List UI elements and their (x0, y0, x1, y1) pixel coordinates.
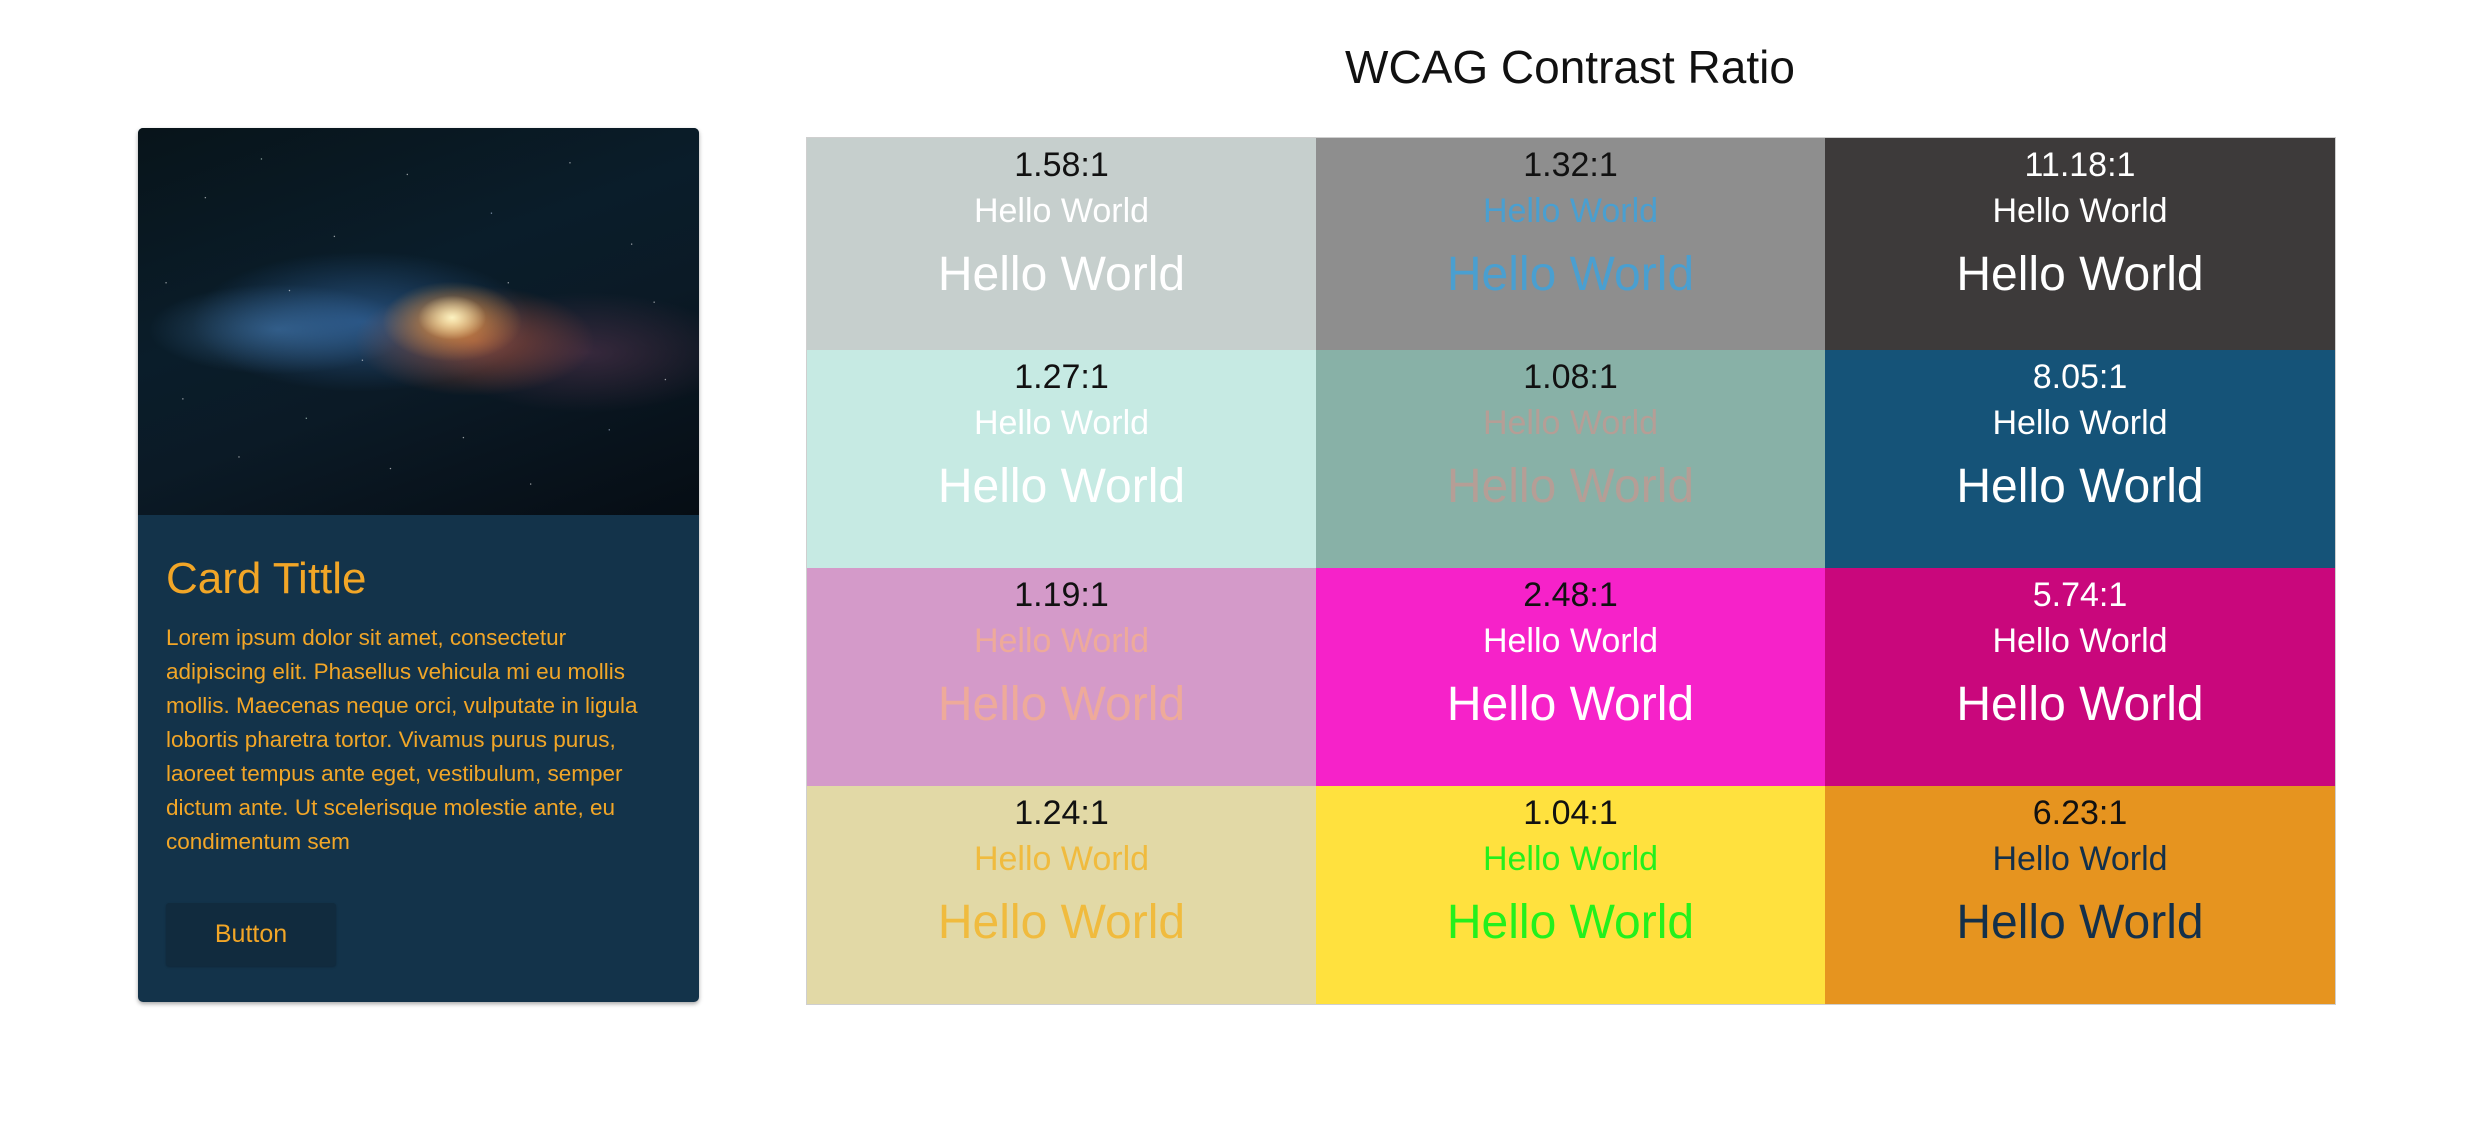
contrast-grid: 1.58:1 Hello World Hello World 1.32:1 Hello … (806, 137, 2336, 1005)
contrast-ratio-label: 11.18:1 (2024, 146, 2136, 184)
contrast-cell: 11.18:1 Hello World Hello World (1825, 138, 2335, 350)
sample-text-small: Hello World (1482, 404, 1659, 442)
sample-text-large: Hello World (1446, 896, 1695, 949)
contrast-cell: 1.32:1 Hello World Hello World (1316, 138, 1825, 350)
card: Card Tittle Lorem ipsum dolor sit amet, … (138, 128, 699, 1002)
sample-text-small: Hello World (1482, 840, 1659, 878)
contrast-ratio-label: 1.24:1 (1014, 794, 1109, 832)
sample-text-large: Hello World (1446, 678, 1695, 731)
contrast-ratio-label: 2.48:1 (1523, 576, 1618, 614)
sample-text-small: Hello World (1482, 622, 1659, 660)
sample-text-large: Hello World (937, 460, 1186, 513)
card-text: Lorem ipsum dolor sit amet, consectetur … (166, 625, 638, 854)
card-body: Card Tittle Lorem ipsum dolor sit amet, … (138, 515, 699, 966)
contrast-ratio-label: 1.32:1 (1523, 146, 1618, 184)
sample-text-large: Hello World (1446, 460, 1695, 513)
contrast-cell: 1.08:1 Hello World Hello World (1316, 350, 1825, 568)
sample-text-large: Hello World (1956, 678, 2204, 731)
sample-text-small: Hello World (1482, 192, 1659, 230)
contrast-cell: 1.24:1 Hello World Hello World (807, 786, 1316, 1004)
sample-text-small: Hello World (973, 404, 1150, 442)
sample-text-small: Hello World (1992, 404, 2168, 442)
contrast-cell: 8.05:1 Hello World Hello World (1825, 350, 2335, 568)
sample-text-large: Hello World (1956, 248, 2204, 301)
sample-text-small: Hello World (1992, 622, 2168, 660)
grid-title: WCAG Contrast Ratio (1345, 41, 1795, 93)
card-title: Card Tittle (166, 554, 367, 603)
contrast-cell: 1.27:1 Hello World Hello World (807, 350, 1316, 568)
card-image-galaxy (138, 128, 699, 515)
sample-text-large: Hello World (1446, 248, 1695, 301)
contrast-ratio-label: 5.74:1 (2032, 576, 2128, 614)
contrast-ratio-label: 1.58:1 (1014, 146, 1109, 184)
card-button[interactable]: Button (166, 903, 336, 966)
contrast-ratio-label: 1.19:1 (1014, 576, 1109, 614)
sample-text-small: Hello World (973, 622, 1150, 660)
contrast-ratio-label: 8.05:1 (2032, 358, 2128, 396)
contrast-ratio-label: 1.27:1 (1014, 358, 1109, 396)
sample-text-large: Hello World (937, 248, 1186, 301)
contrast-cell: 1.58:1 Hello World Hello World (807, 138, 1316, 350)
sample-text-small: Hello World (973, 840, 1150, 878)
contrast-cell: 2.48:1 Hello World Hello World (1316, 568, 1825, 786)
sample-text-large: Hello World (1956, 460, 2204, 513)
sample-text-small: Hello World (1992, 840, 2168, 878)
contrast-ratio-label: 1.04:1 (1523, 794, 1618, 832)
contrast-cell: 1.04:1 Hello World Hello World (1316, 786, 1825, 1004)
sample-text-small: Hello World (973, 192, 1150, 230)
contrast-cell: 5.74:1 Hello World Hello World (1825, 568, 2335, 786)
sample-text-large: Hello World (937, 678, 1186, 731)
contrast-ratio-label: 1.08:1 (1523, 358, 1618, 396)
contrast-cell: 6.23:1 Hello World Hello World (1825, 786, 2335, 1004)
sample-text-small: Hello World (1992, 192, 2168, 230)
contrast-ratio-label: 6.23:1 (2032, 794, 2128, 832)
sample-text-large: Hello World (1956, 896, 2204, 949)
contrast-cell: 1.19:1 Hello World Hello World (807, 568, 1316, 786)
sample-text-large: Hello World (937, 896, 1186, 949)
